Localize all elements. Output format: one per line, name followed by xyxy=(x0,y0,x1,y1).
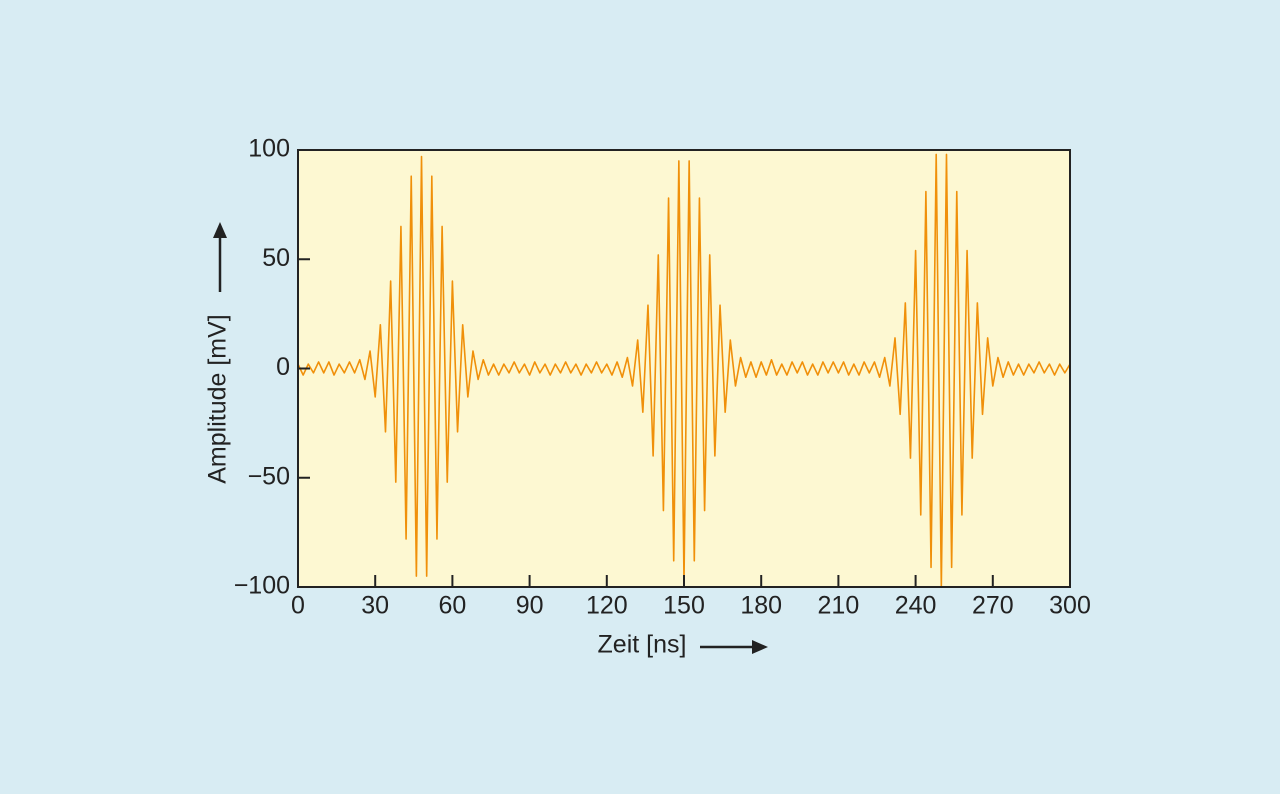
y-arrow xyxy=(213,222,227,292)
y-tick-label: 100 xyxy=(248,135,290,163)
y-axis-label: Amplitude [mV] xyxy=(204,314,232,484)
x-tick-label: 180 xyxy=(740,592,782,620)
y-tick-label: −50 xyxy=(248,462,290,490)
x-arrow xyxy=(700,640,768,654)
x-tick-label: 120 xyxy=(586,592,628,620)
x-tick-label: 270 xyxy=(972,592,1014,620)
x-tick-label: 240 xyxy=(895,592,937,620)
x-tick-label: 30 xyxy=(361,592,389,620)
x-tick-label: 0 xyxy=(291,592,305,620)
x-tick-label: 210 xyxy=(818,592,860,620)
y-tick-label: −100 xyxy=(234,572,290,600)
x-tick-label: 300 xyxy=(1049,592,1091,620)
y-tick-label: 0 xyxy=(276,353,290,381)
y-tick-label: 50 xyxy=(262,244,290,272)
x-tick-label: 60 xyxy=(438,592,466,620)
x-tick-label: 150 xyxy=(663,592,705,620)
x-tick-label: 90 xyxy=(516,592,544,620)
x-axis-label: Zeit [ns] xyxy=(598,631,687,659)
